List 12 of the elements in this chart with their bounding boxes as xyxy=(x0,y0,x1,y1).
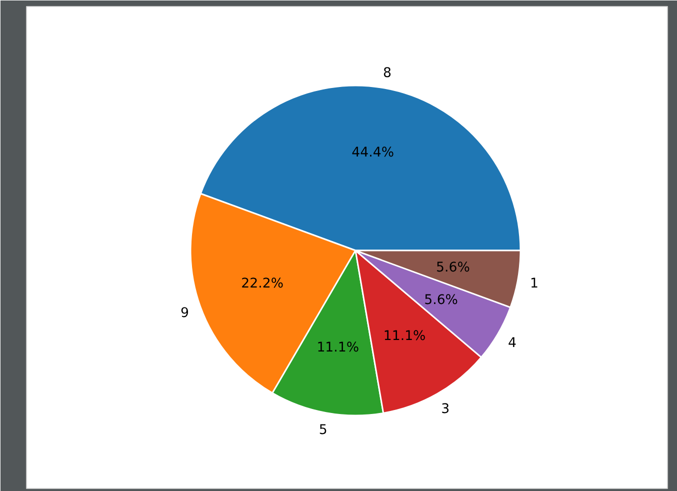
data-label: 44.4% xyxy=(352,146,394,161)
slice-label: 9 xyxy=(180,306,189,321)
data-label: 11.1% xyxy=(316,340,360,356)
slice-label: 3 xyxy=(441,402,450,418)
slice-label: 4 xyxy=(508,336,517,351)
slice-label: 1 xyxy=(530,276,538,292)
data-label: 11.1% xyxy=(383,328,426,344)
data-label: 22.2% xyxy=(241,276,284,292)
data-label: 5.6% xyxy=(424,292,458,308)
slice-label: 8 xyxy=(383,66,392,81)
data-label: 5.6% xyxy=(436,260,470,276)
slice-label: 5 xyxy=(318,423,328,438)
